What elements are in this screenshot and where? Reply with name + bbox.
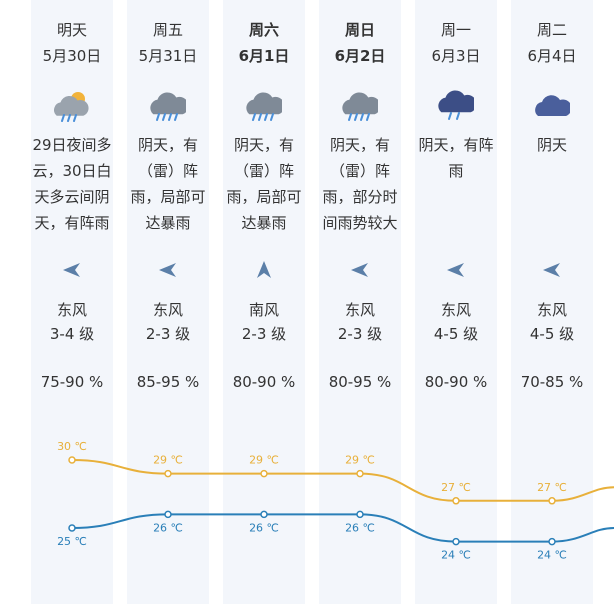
wind-direction: 东风 — [152, 301, 183, 319]
high-temperature-label: 29 ℃ — [153, 454, 183, 467]
weather-description: 阴天 — [536, 136, 567, 154]
wind-info: 东风 2-3 级 — [120, 298, 216, 346]
thunder-rain-cloud-icon — [246, 92, 282, 121]
day-label: 周日 — [344, 21, 375, 39]
low-temperature-point — [68, 524, 76, 532]
rain-cloud-icon — [438, 90, 474, 120]
thunder-rain-cloud-icon — [150, 92, 186, 121]
wind-level: 4-5 级 — [529, 325, 575, 343]
weather-description: 阴天，有阵雨 — [418, 136, 494, 180]
low-temperature-label: 24 ℃ — [441, 549, 471, 562]
wind-level: 2-3 级 — [337, 325, 383, 343]
low-temperature-point — [356, 510, 364, 519]
weather-description: 阴天，有（雷）阵雨，局部可达暴雨 — [226, 136, 302, 232]
overcast-cloud-icon — [535, 95, 570, 116]
high-temperature-label: 30 ℃ — [57, 440, 87, 453]
forecast-day-column: 明天 5月30日 29日夜间多云，30日白天多云间阴天，有阵雨东风 3-4 级 75-9… — [24, 0, 120, 604]
wind-direction: 南风 — [248, 301, 279, 319]
low-temperature-point — [164, 510, 172, 519]
forecast-day-column: 周五 5月31日阴天，有（雷）阵雨，局部可达暴雨东风 2-3 级 85-95 % — [120, 0, 216, 604]
high-temperature-point — [164, 469, 172, 478]
wind-level: 2-3 级 — [145, 325, 191, 343]
wind-from-east-arrow-icon — [447, 263, 464, 277]
low-temperature-label: 25 ℃ — [57, 535, 87, 548]
low-temperature-point — [452, 537, 460, 546]
high-temperature-point — [260, 469, 268, 478]
humidity: 70-85 % — [520, 373, 584, 391]
low-temperature-label: 26 ℃ — [345, 521, 375, 534]
wind-from-east-arrow-icon — [63, 263, 80, 277]
low-temperature-label: 26 ℃ — [153, 521, 183, 534]
high-temperature-point — [356, 469, 364, 478]
high-temperature-label: 29 ℃ — [249, 454, 279, 467]
date-label: 5月31日 — [138, 47, 198, 65]
humidity: 80-90 % — [232, 373, 296, 391]
humidity: 80-90 % — [424, 373, 488, 391]
day-label: 明天 — [56, 21, 87, 39]
weather-description: 29日夜间多云，30日白天多云间阴天，有阵雨 — [32, 136, 112, 232]
low-temperature-point — [260, 510, 268, 519]
date-label: 6月3日 — [431, 47, 481, 65]
high-temperature-point — [68, 456, 76, 464]
wind-level: 3-4 级 — [49, 325, 95, 343]
low-temperature-label: 24 ℃ — [537, 549, 567, 562]
humidity: 80-95 % — [328, 373, 392, 391]
wind-direction: 东风 — [536, 301, 567, 319]
forecast-day-column: 周一 6月3日阴天，有阵雨东风 4-5 级 80-90 % — [408, 0, 504, 604]
day-label: 周二 — [536, 21, 567, 39]
low-temperature-label: 26 ℃ — [249, 521, 279, 534]
day-label: 周六 — [248, 21, 279, 39]
forecast-day-column: 周日 6月2日阴天，有（雷）阵雨，部分时间雨势较大东风 2-3 级 80-95 % — [312, 0, 408, 604]
wind-from-east-arrow-icon — [543, 263, 560, 277]
high-temperature-label: 27 ℃ — [537, 481, 567, 494]
partly-cloudy-rain-icon — [54, 92, 89, 122]
day-label: 周五 — [152, 21, 183, 39]
temperature-chart: 30 ℃ 29 ℃ 29 ℃ 29 ℃ 27 ℃ 27 ℃ 25 ℃ 26 ℃ 26 ℃ 26 ℃… — [57, 440, 614, 562]
wind-info: 东风 4-5 级 — [408, 298, 504, 346]
wind-info: 南风 2-3 级 — [216, 298, 312, 346]
weather-description: 阴天，有（雷）阵雨，部分时间雨势较大 — [322, 136, 398, 232]
high-temperature-label: 29 ℃ — [345, 454, 375, 467]
wind-level: 4-5 级 — [433, 325, 479, 343]
date-label: 6月4日 — [527, 47, 577, 65]
humidity: 85-95 % — [136, 373, 200, 391]
wind-level: 2-3 级 — [241, 325, 287, 343]
wind-from-east-arrow-icon — [351, 263, 368, 277]
humidity: 75-90 % — [40, 373, 104, 391]
day-label: 周一 — [440, 21, 471, 39]
wind-info: 东风 4-5 级 — [504, 298, 600, 346]
weather-description: 阴天，有（雷）阵雨，局部可达暴雨 — [130, 136, 206, 232]
wind-info: 东风 3-4 级 — [24, 298, 120, 346]
thunder-rain-cloud-icon — [342, 92, 378, 121]
wind-from-south-arrow-icon — [257, 261, 271, 278]
wind-direction: 东风 — [440, 301, 471, 319]
forecast-day-column: 周六 6月1日阴天，有（雷）阵雨，局部可达暴雨南风 2-3 级 80-90 % — [216, 0, 312, 604]
wind-direction: 东风 — [344, 301, 375, 319]
forecast-day-column: 周二 6月4日阴天东风 4-5 级 70-85 % — [504, 0, 600, 604]
high-temperature-point — [548, 497, 556, 505]
date-label: 6月2日 — [334, 47, 386, 65]
high-temperature-point — [452, 497, 460, 505]
wind-from-east-arrow-icon — [159, 263, 176, 277]
wind-direction: 东风 — [56, 301, 87, 319]
high-temperature-label: 27 ℃ — [441, 481, 471, 494]
date-label: 6月1日 — [238, 47, 290, 65]
wind-info: 东风 2-3 级 — [312, 298, 408, 346]
low-temperature-point — [548, 537, 556, 546]
date-label: 5月30日 — [42, 47, 102, 65]
